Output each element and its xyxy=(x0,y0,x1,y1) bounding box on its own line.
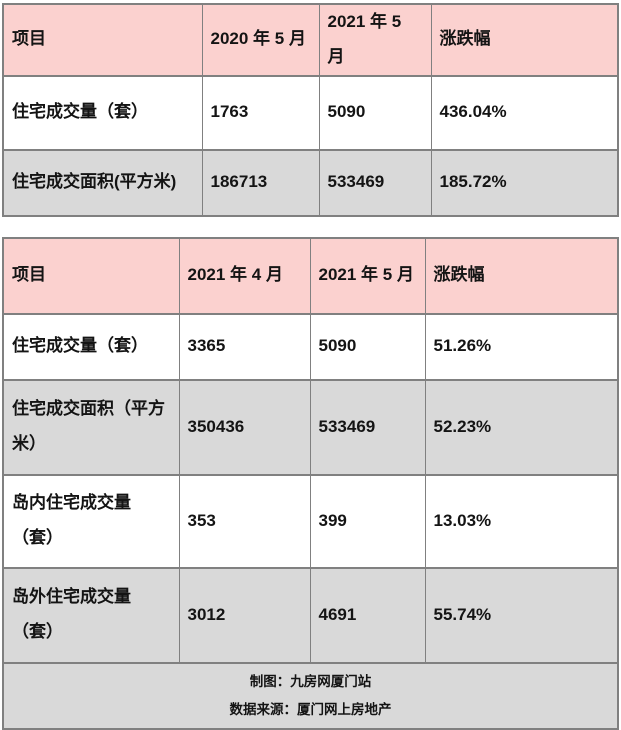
value-cell: 3012 xyxy=(178,566,311,664)
table-row: 岛内住宅成交量（套） 353 399 13.03% xyxy=(2,473,619,569)
value-cell: 399 xyxy=(309,473,426,569)
table-row: 住宅成交量（套） 3365 5090 51.26% xyxy=(2,312,619,381)
value-cell: 533469 xyxy=(309,378,426,476)
header-cell-item: 项目 xyxy=(2,236,180,315)
table-row: 住宅成交面积（平方米） 350436 533469 52.23% xyxy=(2,378,619,476)
value-cell: 186713 xyxy=(201,148,320,217)
header-cell-period-2: 2021 年 5 月 xyxy=(309,236,426,315)
value-cell: 4691 xyxy=(309,566,426,664)
change-cell: 436.04% xyxy=(430,74,619,151)
change-cell: 51.26% xyxy=(424,312,619,381)
table-row: 住宅成交量（套） 1763 5090 436.04% xyxy=(2,74,619,151)
header-cell-period-2: 2021 年 5 月 xyxy=(318,3,432,77)
row-label-cell: 住宅成交面积（平方米） xyxy=(2,378,180,476)
table-footer-row: 制图：九房网厦门站 数据来源：厦门网上房地产 xyxy=(2,661,619,730)
table-footer: 制图：九房网厦门站 数据来源：厦门网上房地产 xyxy=(2,661,619,730)
header-cell-item: 项目 xyxy=(2,3,203,77)
value-cell: 353 xyxy=(178,473,311,569)
row-label-cell: 岛外住宅成交量（套） xyxy=(2,566,180,664)
row-label-cell: 住宅成交量（套） xyxy=(2,312,180,381)
value-cell: 3365 xyxy=(178,312,311,381)
value-cell: 5090 xyxy=(309,312,426,381)
header-cell-period-1: 2021 年 4 月 xyxy=(178,236,311,315)
change-cell: 13.03% xyxy=(424,473,619,569)
value-cell: 533469 xyxy=(318,148,432,217)
header-cell-change: 涨跌幅 xyxy=(424,236,619,315)
value-cell: 1763 xyxy=(201,74,320,151)
table-row: 住宅成交面积(平方米) 186713 533469 185.72% xyxy=(2,148,619,217)
credit-line: 制图：九房网厦门站 xyxy=(249,673,372,689)
change-cell: 185.72% xyxy=(430,148,619,217)
value-cell: 350436 xyxy=(178,378,311,476)
yoy-comparison-table: 项目 2020 年 5 月 2021 年 5 月 涨跌幅 住宅成交量（套） 17… xyxy=(2,3,619,217)
row-label-cell: 住宅成交面积(平方米) xyxy=(2,148,203,217)
mom-header-row: 项目 2021 年 4 月 2021 年 5 月 涨跌幅 xyxy=(2,236,619,315)
data-source-line: 数据来源：厦门网上房地产 xyxy=(229,702,392,718)
row-label-cell: 住宅成交量（套） xyxy=(2,74,203,151)
table-row: 岛外住宅成交量（套） 3012 4691 55.74% xyxy=(2,566,619,664)
header-cell-period-1: 2020 年 5 月 xyxy=(201,3,320,77)
header-cell-change: 涨跌幅 xyxy=(430,3,619,77)
change-cell: 55.74% xyxy=(424,566,619,664)
value-cell: 5090 xyxy=(318,74,432,151)
change-cell: 52.23% xyxy=(424,378,619,476)
yoy-header-row: 项目 2020 年 5 月 2021 年 5 月 涨跌幅 xyxy=(2,3,619,77)
mom-comparison-table: 项目 2021 年 4 月 2021 年 5 月 涨跌幅 住宅成交量（套） 33… xyxy=(2,236,619,730)
row-label-cell: 岛内住宅成交量（套） xyxy=(2,473,180,569)
